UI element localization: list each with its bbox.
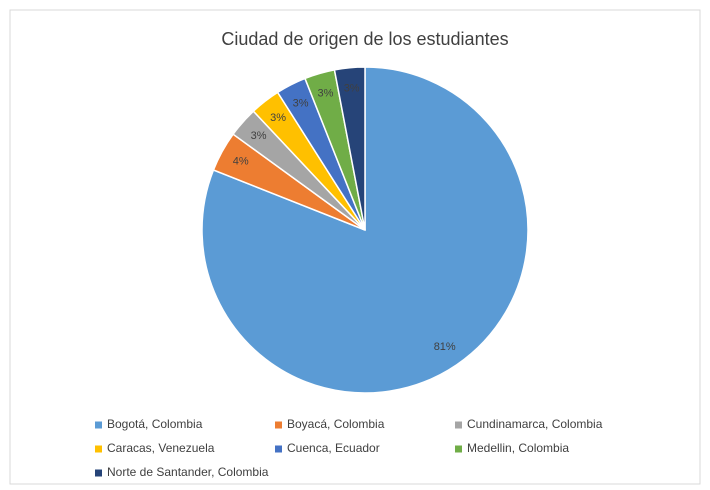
data-label: 81% <box>434 341 456 353</box>
legend-swatch <box>455 445 462 453</box>
legend-swatch <box>455 421 462 429</box>
data-label: 3% <box>270 112 286 124</box>
legend-label: Norte de Santander, Colombia <box>107 465 269 479</box>
data-label: 3% <box>251 130 267 142</box>
chart-title: Ciudad de origen de los estudiantes <box>221 29 508 49</box>
data-label: 3% <box>344 83 360 95</box>
legend-label: Medellin, Colombia <box>467 441 569 455</box>
legend-label: Cundinamarca, Colombia <box>467 417 603 431</box>
pie-slice <box>333 66 366 231</box>
legend-label: Boyacá, Colombia <box>287 417 385 431</box>
legend-swatch <box>95 421 102 429</box>
legend-label: Caracas, Venezuela <box>107 441 215 455</box>
legend-swatch <box>95 469 102 477</box>
legend-swatch <box>95 445 102 453</box>
legend-swatch <box>275 421 282 429</box>
data-label: 3% <box>293 98 309 110</box>
legend-label: Bogotá, Colombia <box>107 417 203 431</box>
data-label: 3% <box>317 88 333 100</box>
legend-swatch <box>275 445 282 453</box>
legend-label: Cuenca, Ecuador <box>287 441 380 455</box>
data-label: 4% <box>233 156 249 168</box>
